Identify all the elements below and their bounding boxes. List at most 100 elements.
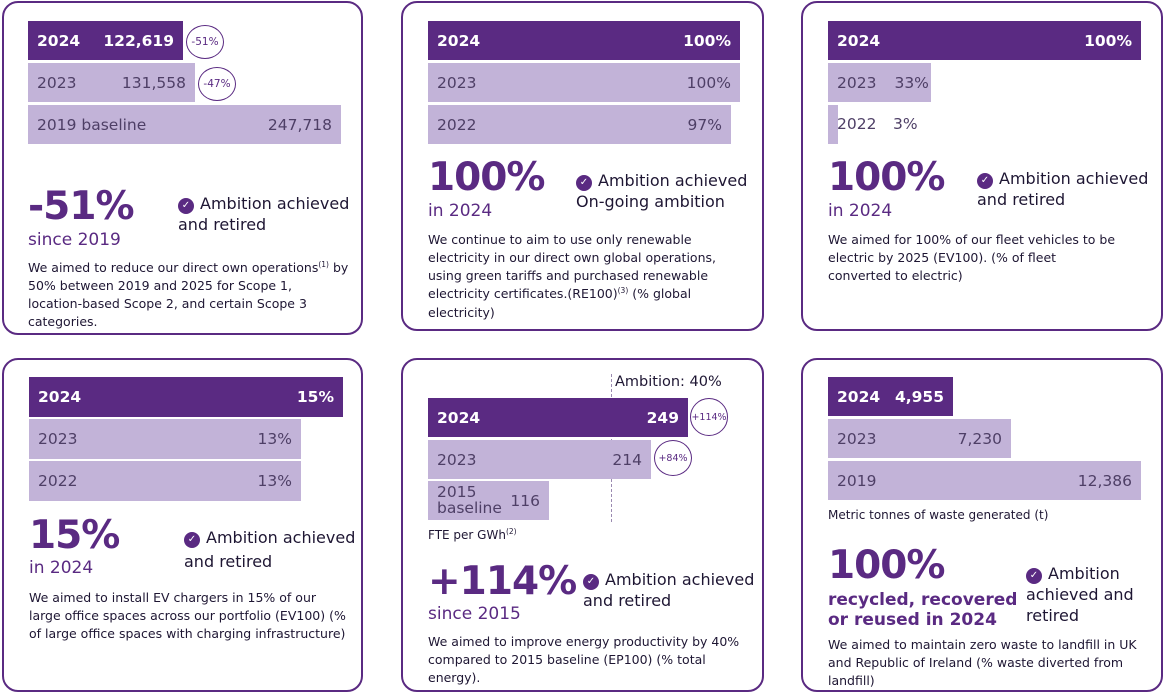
footnote-ref: (3) [617,286,629,296]
bar-label-line: 2015 [437,483,477,501]
headline-value: 100% [828,155,945,200]
bar-value: 100% [1084,31,1132,50]
check-icon: ✓ [977,173,993,189]
check-icon: ✓ [184,532,200,548]
bar-label: 2022 [437,115,477,134]
headline-caption: since 2015 [428,604,521,624]
footnote-ref: (2) [505,527,517,536]
bar-value: 214 [612,450,642,469]
bar-value: 33% [894,73,929,92]
description: We continue to aim to use only renewable… [428,231,746,322]
headline-value: 100% [428,155,545,200]
headline-caption: in 2024 [828,201,893,221]
bar-label: 2024 [437,31,481,50]
emissions-card: 2024 122,619 -51% 2023 131,558 -47% 2019… [2,1,363,335]
description-text: We aimed to maintain zero waste to landf… [828,637,1137,689]
renewable-electricity-card: 2024 100% 2023 100% 2022 97% 100% in 202… [401,1,764,331]
description-text: by 50% between 2019 and 2025 for Scope 1… [28,260,349,330]
check-icon: ✓ [1026,568,1042,584]
bar-label: 2023 [837,429,877,448]
bar-value: 249 [646,408,679,427]
description-text: We aimed to improve energy productivity … [428,634,740,686]
bar-label: 2024 [38,388,82,406]
bar-2019: 2019 12,386 [828,461,1141,500]
headline-caption: in 2024 [29,558,94,578]
headline-value: -51% [28,184,135,229]
unit-text: Metric tonnes of waste generated (t) [828,508,1049,522]
ambition-line: On-going ambition [576,191,725,211]
bar-value: 12,386 [1077,471,1132,490]
bar-2023: 2023 13% [29,419,301,459]
ambition-line: Ambition achieved [598,171,748,190]
bar-value: 122,619 [103,31,174,50]
bar-value: 15% [296,388,334,406]
ambition-line: and retired [583,590,672,610]
bar-2023: 2023 100% [428,63,740,102]
unit-text: FTE per GWh [428,528,506,542]
description-text: We aimed to install EV chargers in 15% o… [29,590,346,642]
ambition-line: and retired [178,214,267,234]
bar-label: 2022 [38,472,78,490]
bar-fill [828,105,838,144]
bar-2024: 2024 4,955 [828,377,953,416]
bar-value: 116 [510,491,540,510]
ambition-status: ✓ Ambition achieved and retired [178,194,349,236]
bar-label: 2023 [437,450,477,469]
ambition-line: Ambition achieved [999,169,1149,188]
bar-label: 2024 [437,408,481,427]
description-text: (% global electricity) [428,286,692,320]
bar-value: 3% [893,115,918,133]
headline-caption: in 2024 [428,201,493,221]
ambition-status: ✓ Ambition achieved and retired [184,526,355,574]
ambition-line: and retired [184,552,273,571]
bar-label: 2024 [37,31,81,50]
description-text: We aimed to reduce our direct own operat… [28,260,319,275]
bar-label: 2024 [837,387,881,406]
bar-2024: 2024 15% [29,377,343,417]
change-badge: -51% [186,25,224,59]
bar-label: 2023 [837,73,877,92]
bar-value: 100% [686,73,731,92]
bar-label: 2023 [37,73,77,92]
change-badge: +84% [654,440,692,476]
headline-value: 100% [828,543,945,588]
bar-value: 247,718 [267,115,332,134]
ev-chargers-card: 2024 15% 2023 13% 2022 13% 15% in 2024 ✓… [2,358,363,692]
description: We aimed for 100% of our fleet vehicles … [828,231,1118,285]
check-icon: ✓ [178,198,194,214]
description: We aimed to improve energy productivity … [428,633,748,687]
bar-label: 2024 [837,31,881,50]
bar-2022: 2022 13% [29,461,301,501]
bar-2022: 2022 97% [428,105,731,144]
bar-2024: 2024 249 [428,398,688,437]
ambition-line: Ambition achieved [605,570,755,589]
bar-value: 13% [257,430,292,448]
headline-value: +114% [428,559,577,604]
ambition-status: ✓ Ambition achieved On-going ambition [576,171,747,213]
ambition-line: Ambition achieved [206,528,356,547]
bar-label: 2015 baseline [437,483,502,516]
ambition-marker-label: Ambition: 40% [615,374,722,390]
change-badge: +114% [690,398,728,436]
check-icon: ✓ [583,574,599,590]
ambition-line: Ambition achieved [200,194,350,213]
bar-2023: 2023 131,558 [28,63,195,102]
ambition-line: Ambition [1048,564,1120,583]
bar-label: 2019 baseline [37,115,147,134]
bar-2024: 2024 100% [428,21,740,60]
description: We aimed to install EV chargers in 15% o… [29,589,349,643]
description: We aimed to reduce our direct own operat… [28,259,350,332]
ambition-status: ✓ Ambition achieved and retired [977,169,1148,211]
ambition-line: retired [1026,605,1080,625]
bar-2023: 2023 7,230 [828,419,1011,458]
check-icon: ✓ [576,175,592,191]
bar-2019-baseline: 2019 baseline 247,718 [28,105,341,144]
bar-value: 4,955 [894,387,944,406]
bar-label: 2023 [437,73,477,92]
bar-2015-baseline: 2015 baseline 116 [428,481,549,520]
bar-label: 2022 [837,115,877,133]
bar-value: 131,558 [121,73,186,92]
description-text: We aimed for 100% of our fleet vehicles … [828,232,1116,284]
ambition-line: and retired [977,189,1066,209]
description-text: We continue to aim to use only renewable… [428,232,716,302]
